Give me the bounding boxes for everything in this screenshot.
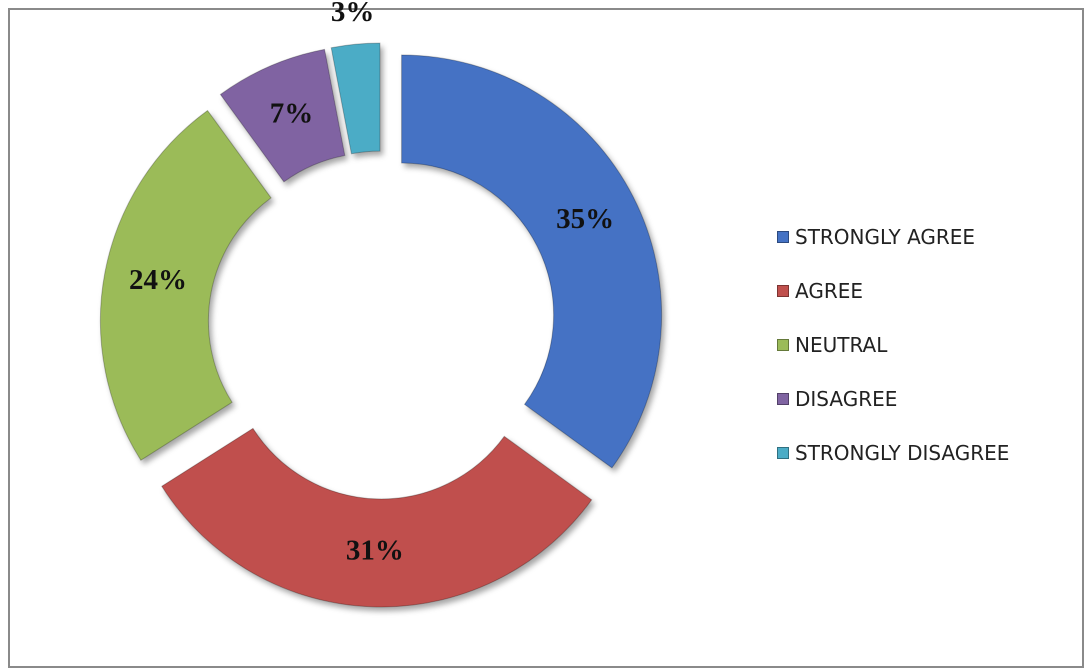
legend-label-neutral: NEUTRAL	[795, 333, 888, 357]
legend-label-strongly-disagree: STRONGLY DISAGREE	[795, 441, 1010, 465]
legend-item-strongly-disagree: STRONGLY DISAGREE	[777, 426, 1077, 480]
legend-swatch-strongly-agree	[777, 231, 789, 243]
slice-neutral	[99, 109, 272, 461]
legend-label-strongly-agree: STRONGLY AGREE	[795, 225, 976, 249]
legend-item-strongly-agree: STRONGLY AGREE	[777, 210, 1077, 264]
slice-strongly-agree	[401, 54, 663, 469]
legend-label-agree: AGREE	[795, 279, 863, 303]
legend-swatch-strongly-disagree	[777, 447, 789, 459]
data-label-agree: 31%	[346, 535, 404, 567]
chart-legend: STRONGLY AGREE AGREE NEUTRAL DISAGREE ST…	[777, 210, 1077, 480]
legend-swatch-neutral	[777, 339, 789, 351]
slice-agree	[161, 427, 593, 608]
legend-item-neutral: NEUTRAL	[777, 318, 1077, 372]
legend-swatch-agree	[777, 285, 789, 297]
slice-strongly-disagree	[330, 42, 381, 155]
data-label-disagree: 7%	[270, 97, 314, 129]
legend-label-disagree: DISAGREE	[795, 387, 898, 411]
slice-disagree	[219, 48, 346, 183]
legend-item-disagree: DISAGREE	[777, 372, 1077, 426]
legend-swatch-disagree	[777, 393, 789, 405]
data-label-neutral: 24%	[129, 264, 187, 296]
data-label-strongly-disagree: 3%	[331, 0, 375, 28]
data-label-strongly-agree: 35%	[556, 203, 614, 235]
legend-item-agree: AGREE	[777, 264, 1077, 318]
